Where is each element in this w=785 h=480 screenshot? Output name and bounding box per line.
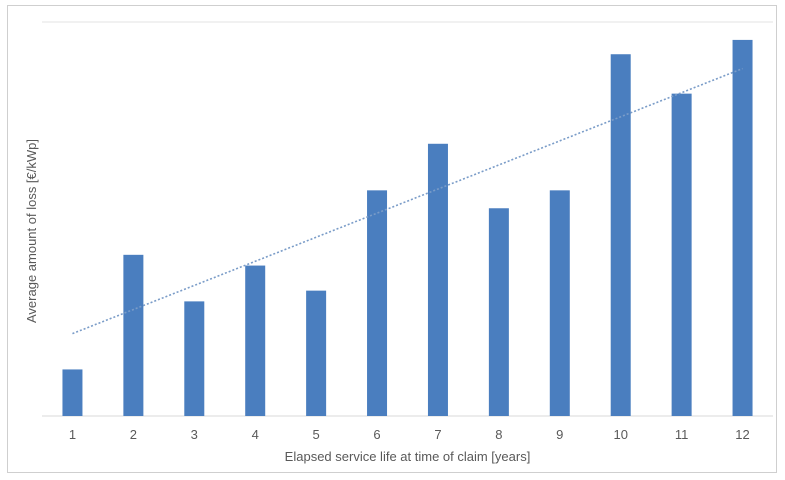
x-tick-label: 11 — [675, 427, 689, 442]
bar-3 — [184, 301, 205, 416]
x-tick-label: 7 — [434, 427, 441, 442]
bar-2 — [123, 254, 144, 416]
x-tick-label: 6 — [373, 427, 380, 442]
x-tick-label: 3 — [191, 427, 198, 442]
x-tick-label: 1 — [69, 427, 76, 442]
bar-12 — [732, 39, 753, 417]
x-tick-label: 5 — [313, 427, 320, 442]
bar-8 — [488, 208, 509, 416]
bar-4 — [245, 265, 266, 416]
x-tick-label: 2 — [130, 427, 137, 442]
y-axis-title: Average amount of loss [€/kWp] — [24, 139, 39, 323]
x-tick-label: 10 — [613, 427, 627, 442]
x-axis-title: Elapsed service life at time of claim [y… — [285, 449, 531, 464]
bar-7 — [427, 143, 448, 417]
bar-9 — [549, 190, 570, 416]
trendline — [72, 67, 743, 335]
x-tick-label: 4 — [252, 427, 259, 442]
bar-6 — [367, 190, 388, 416]
bar-1 — [62, 369, 83, 416]
x-tick-labels: 1 2 3 4 5 6 7 8 9 10 11 12 — [69, 427, 750, 442]
bar-5 — [306, 290, 327, 416]
bar-10 — [610, 54, 631, 417]
x-tick-label: 12 — [735, 427, 749, 442]
bar-series — [62, 39, 753, 417]
bar-11 — [671, 93, 692, 417]
x-tick-label: 9 — [556, 427, 563, 442]
x-tick-label: 8 — [495, 427, 502, 442]
